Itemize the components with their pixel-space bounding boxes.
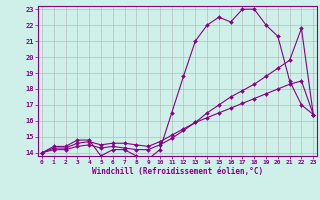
X-axis label: Windchill (Refroidissement éolien,°C): Windchill (Refroidissement éolien,°C) (92, 167, 263, 176)
